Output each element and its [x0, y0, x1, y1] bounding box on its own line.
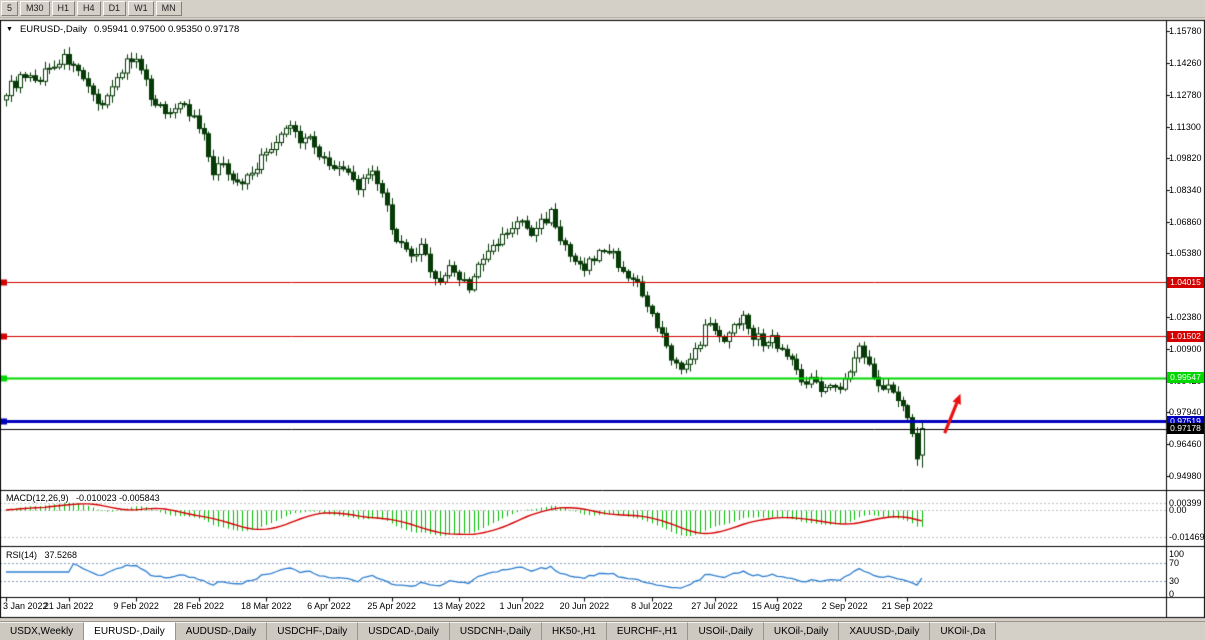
- timeframe-button-h1[interactable]: H1: [51, 1, 76, 16]
- tab-usdchf-daily[interactable]: USDCHF-,Daily: [267, 622, 359, 640]
- rsi-value: 37.5268: [44, 550, 78, 560]
- price-axis-tick: 1.02380: [1169, 312, 1202, 323]
- date-axis-label: 9 Feb 2022: [113, 601, 159, 611]
- tab-xauusd-daily[interactable]: XAUUSD-,Daily: [839, 622, 931, 640]
- timeframe-button-d1[interactable]: D1: [102, 1, 127, 16]
- chart-tab-bar: USDX,Weekly EURUSD-,Daily AUDUSD-,Daily USD…: [0, 621, 1205, 640]
- timeframe-button-m30[interactable]: M30: [20, 1, 50, 16]
- macd-axis-label: 0.00: [1169, 505, 1187, 515]
- price-axis-tick: 1.12780: [1169, 90, 1202, 101]
- tab-usoil-daily[interactable]: USOil-,Daily: [688, 622, 764, 640]
- price-axis-tick: 0.94980: [1169, 470, 1202, 481]
- date-axis-label: 28 Feb 2022: [173, 601, 225, 611]
- tab-hk50-h1[interactable]: HK50-,H1: [541, 622, 607, 640]
- tab-ukoil-da[interactable]: UKOil-,Da: [930, 622, 997, 640]
- date-axis-label: 20 Jun 2022: [559, 601, 610, 611]
- timeframe-button-5[interactable]: 5: [1, 1, 19, 16]
- date-axis-label: 8 Jul 2022: [631, 601, 673, 611]
- date-axis-label: 25 Apr 2022: [367, 601, 416, 611]
- tab-usdcnh-daily[interactable]: USDCNH-,Daily: [449, 622, 542, 640]
- chart-title: ▼ EURUSD-,Daily 0.95941 0.97500 0.95350 …: [6, 24, 239, 35]
- date-axis-label: 3 Jan 2022: [3, 601, 48, 611]
- timeframe-button-w1[interactable]: W1: [128, 1, 154, 16]
- timeframe-toolbar: 5 M30 H1 H4 D1 W1 MN: [0, 0, 1205, 18]
- hline-price-tag: 1.04015: [1167, 276, 1204, 288]
- hline-price-tag: 1.01502: [1167, 330, 1204, 342]
- timeframe-button-mn[interactable]: MN: [155, 1, 182, 16]
- price-axis-tick: 1.11300: [1169, 121, 1201, 132]
- rsi-indicator-label: RSI(14) 37.5268: [6, 550, 77, 560]
- tab-usdcad-daily[interactable]: USDCAD-,Daily: [358, 622, 450, 640]
- rsi-axis-label: 30: [1169, 575, 1180, 586]
- date-axis-label: 18 Mar 2022: [240, 601, 292, 611]
- rsi-axis-label: 0: [1169, 589, 1175, 599]
- price-axis-tick: 0.96460: [1169, 438, 1202, 449]
- tab-ukoil-daily[interactable]: UKOil-,Daily: [763, 622, 840, 640]
- hline-price-tag: 0.97519: [1167, 415, 1204, 427]
- date-axis-label: 13 May 2022: [433, 601, 486, 611]
- tab-eurusd-daily[interactable]: EURUSD-,Daily: [84, 622, 176, 640]
- tab-audusd-daily[interactable]: AUDUSD-,Daily: [175, 622, 268, 640]
- price-axis-tick: 1.08340: [1169, 185, 1202, 196]
- price-axis-tick: 1.15780: [1169, 25, 1202, 36]
- rsi-axis-label: 70: [1169, 558, 1180, 569]
- hline-price-tag: 0.99547: [1167, 372, 1204, 384]
- macd-name: MACD(12,26,9): [6, 493, 69, 503]
- tab-usdx-weekly[interactable]: USDX,Weekly: [0, 622, 85, 640]
- macd-axis-label: 0.00399: [1169, 497, 1202, 508]
- chart-symbol-period: EURUSD-,Daily: [19, 24, 87, 35]
- macd-indicator-label: MACD(12,26,9) -0.010023 -0.005843: [6, 493, 160, 503]
- price-axis-tick: 1.06860: [1169, 216, 1202, 227]
- price-axis-tick: 1.05380: [1169, 248, 1202, 259]
- macd-axis-label: -0.01469: [1169, 532, 1205, 542]
- price-axis-tick: 0.99420: [1169, 375, 1202, 386]
- date-axis-label: 21 Jan 2022: [43, 601, 94, 611]
- price-axis-tick: 0.97940: [1169, 407, 1202, 418]
- tab-eurchf-h1[interactable]: EURCHF-,H1: [606, 622, 689, 640]
- date-axis-label: 1 Jun 2022: [499, 601, 544, 611]
- date-axis-label: 21 Sep 2022: [881, 601, 933, 611]
- chart-ohlc-values: 0.95941 0.97500 0.95350 0.97178: [93, 24, 240, 35]
- date-axis-label: 2 Sep 2022: [821, 601, 868, 611]
- date-axis-label: 6 Apr 2022: [307, 601, 351, 611]
- price-axis-tick: 1.00900: [1169, 344, 1202, 355]
- rsi-axis-label: 100: [1169, 549, 1185, 559]
- price-axis-tick: 1.09820: [1169, 153, 1202, 164]
- rsi-name: RSI(14): [6, 550, 38, 560]
- price-axis-tick: 1.14260: [1169, 58, 1202, 69]
- date-axis-label: 27 Jul 2022: [691, 601, 738, 611]
- macd-values: -0.010023 -0.005843: [76, 493, 160, 503]
- date-axis-label: 15 Aug 2022: [751, 601, 803, 611]
- current-price-tag: 0.97178: [1167, 423, 1204, 435]
- chevron-down-icon: ▼: [6, 26, 13, 33]
- timeframe-button-h4[interactable]: H4: [77, 1, 101, 16]
